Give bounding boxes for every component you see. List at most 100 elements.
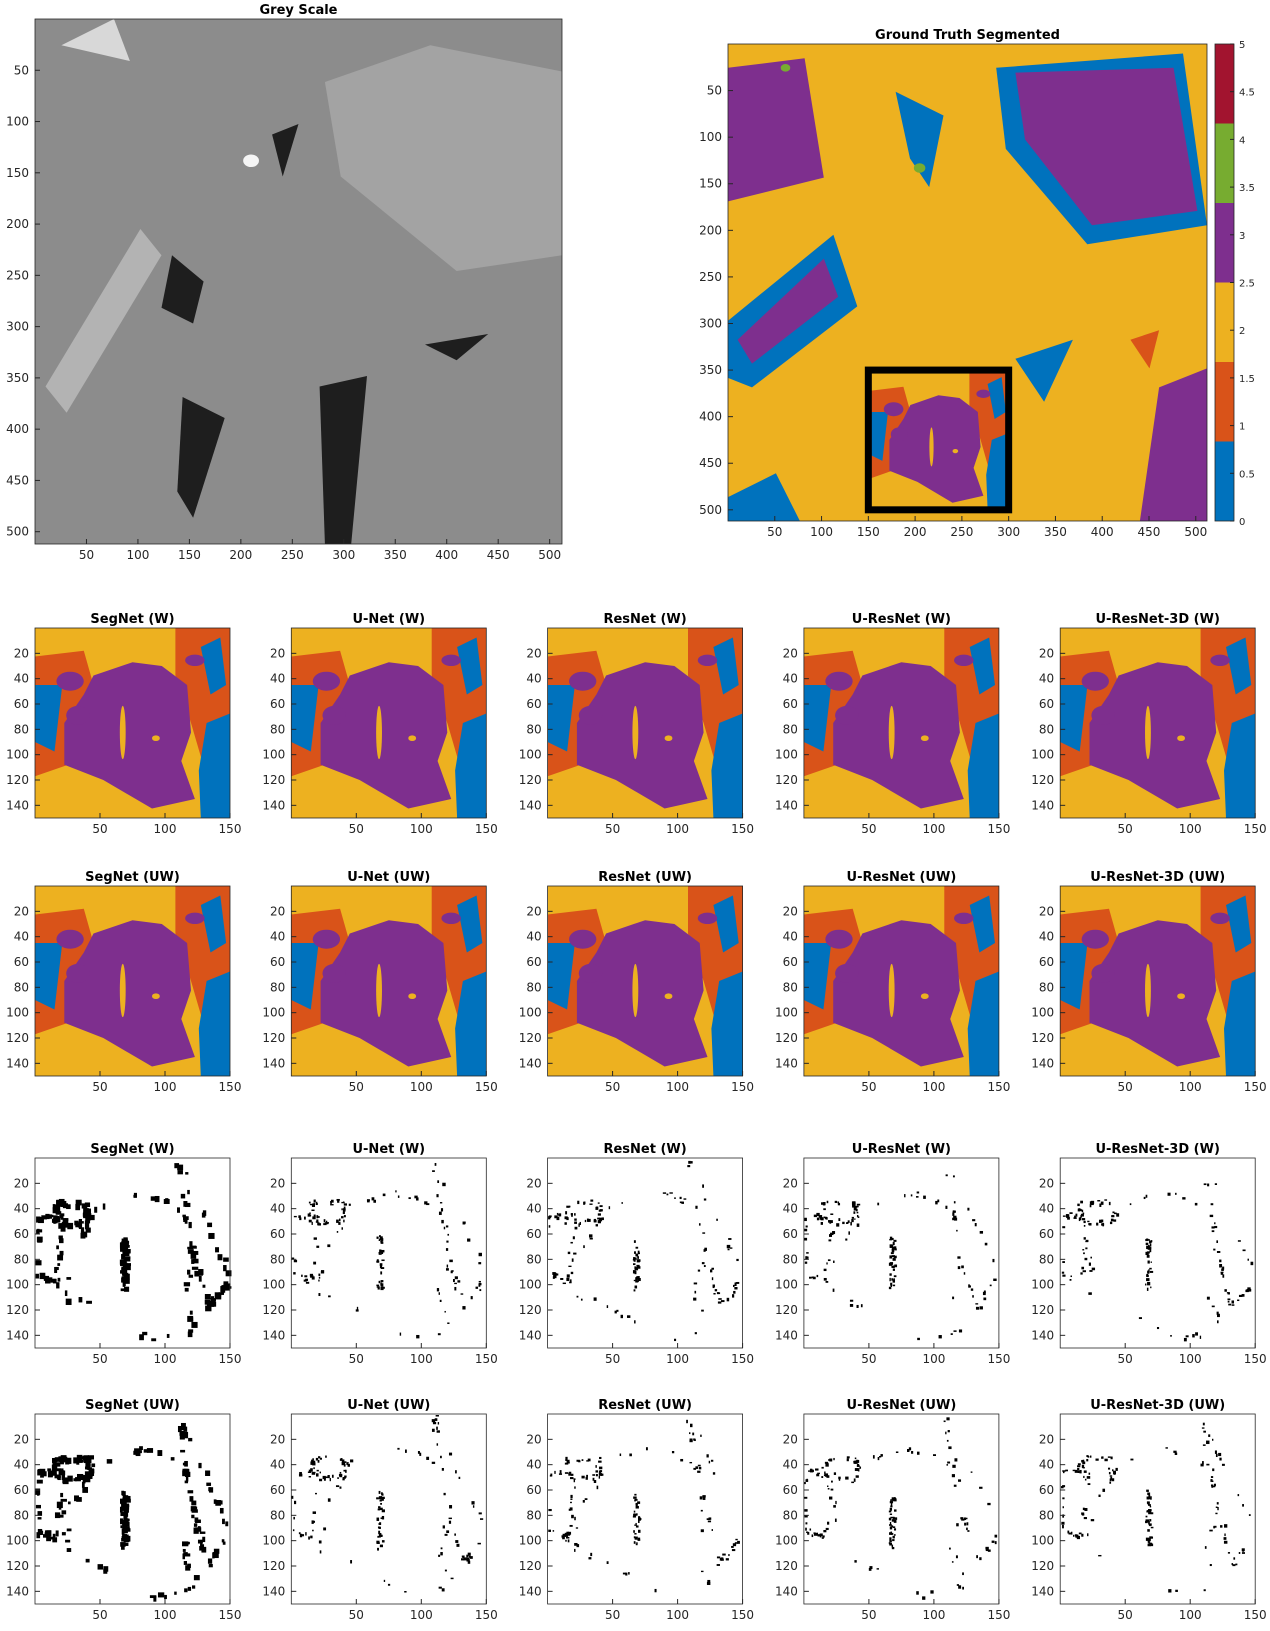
error-pixel <box>857 1212 859 1214</box>
error-pixel <box>1078 1463 1081 1465</box>
error-pixel <box>188 1438 192 1441</box>
error-pixel <box>947 1440 949 1442</box>
error-pixel <box>636 1513 638 1515</box>
x-tick-label: 150 <box>857 525 880 539</box>
error-pixel <box>376 1285 379 1287</box>
error-pixel <box>446 1225 448 1227</box>
error-pixel <box>445 1311 446 1313</box>
error-pixel <box>704 1249 706 1252</box>
x-tick-label: 100 <box>666 822 689 836</box>
error-pixel <box>566 1537 569 1539</box>
error-pixel <box>693 1298 696 1301</box>
error-pixel <box>192 1585 195 1588</box>
error-pixel <box>37 1470 40 1476</box>
error-pixel <box>306 1282 309 1284</box>
error-pixel <box>1149 1524 1150 1526</box>
error-pixel <box>731 1546 734 1548</box>
error-pixel <box>958 1479 961 1481</box>
y-tick-label: 120 <box>519 1559 542 1573</box>
x-tick-label: 250 <box>281 548 304 562</box>
error-pixel <box>1085 1240 1088 1242</box>
region <box>1145 964 1151 1017</box>
error-pixel <box>357 1307 358 1310</box>
region <box>665 735 673 741</box>
error-pixel <box>821 1467 823 1469</box>
error-pixel <box>1110 1477 1112 1480</box>
error-pixel <box>381 1499 383 1501</box>
error-pixel <box>634 1251 636 1254</box>
error-pixel <box>1214 1226 1217 1228</box>
error-pixel <box>151 1338 156 1341</box>
error-pixel <box>953 1216 956 1219</box>
error-pixel <box>958 1266 961 1269</box>
error-pixel <box>806 1226 808 1228</box>
error-pixel <box>1150 1287 1151 1289</box>
error-pixel <box>123 1237 127 1241</box>
error-pixel <box>634 1533 636 1534</box>
error-pixel <box>378 1531 380 1534</box>
error-pixel <box>571 1474 574 1476</box>
error-pixel <box>1228 1292 1230 1294</box>
error-pixel <box>336 1485 339 1487</box>
y-tick-label: 140 <box>1031 1056 1054 1070</box>
error-pixel <box>61 1227 66 1232</box>
title: SegNet (UW) <box>85 870 180 885</box>
error-pixel <box>595 1465 596 1468</box>
error-pixel <box>637 1259 640 1262</box>
error-pixel <box>575 1227 578 1230</box>
error-pixel <box>565 1216 568 1218</box>
error-pixel <box>55 1459 58 1462</box>
error-pixel <box>893 1269 895 1271</box>
error-pixel <box>889 1540 892 1542</box>
error-pixel <box>694 1291 696 1294</box>
error-pixel <box>318 1280 319 1282</box>
x-tick-label: 500 <box>538 548 561 562</box>
error-pixel <box>835 1201 837 1203</box>
error-pixel <box>680 1459 683 1461</box>
error-pixel <box>1145 1252 1148 1255</box>
error-pixel <box>463 1222 466 1225</box>
error-pixel <box>1096 1223 1098 1226</box>
y-tick-label: 140 <box>6 798 29 812</box>
error-pixel <box>54 1216 60 1219</box>
image-bg <box>291 1414 486 1604</box>
error-pixel <box>701 1510 703 1512</box>
error-pixel <box>621 1202 623 1204</box>
error-pixel <box>1087 1221 1089 1222</box>
error-pixel <box>453 1279 455 1282</box>
region <box>120 964 126 1017</box>
error-pixel <box>438 1555 440 1557</box>
error-pixel <box>707 1580 710 1583</box>
error-pixel <box>202 1213 206 1218</box>
error-pixel <box>1149 1519 1151 1521</box>
error-pixel <box>1232 1564 1235 1566</box>
error-pixel <box>381 1280 384 1282</box>
error-pixel <box>1111 1215 1114 1217</box>
error-pixel <box>571 1515 574 1518</box>
error-pixel <box>209 1564 213 1567</box>
error-pixel <box>328 1498 331 1501</box>
error-pixel <box>408 1197 410 1199</box>
error-pixel <box>337 1477 339 1479</box>
y-tick-label: 100 <box>262 1006 285 1020</box>
error-pixel <box>578 1460 580 1462</box>
error-pixel <box>327 1475 329 1478</box>
error-pixel <box>571 1272 573 1274</box>
error-pixel <box>945 1206 947 1209</box>
error-pixel <box>833 1261 835 1263</box>
error-pixel <box>890 1505 892 1507</box>
error-pixel <box>1203 1444 1206 1446</box>
x-tick-label: 150 <box>731 1080 754 1094</box>
y-tick-label: 60 <box>1039 1483 1054 1497</box>
error-pixel <box>809 1277 812 1279</box>
colorbar-tick-label: 2.5 <box>1239 279 1255 290</box>
error-pixel <box>638 1530 641 1533</box>
x-tick-label: 100 <box>154 1352 177 1366</box>
error-pixel <box>599 1218 602 1221</box>
error-pixel <box>318 1274 320 1276</box>
error-pixel <box>342 1227 343 1229</box>
region <box>579 964 602 983</box>
y-tick-label: 80 <box>270 722 285 736</box>
error-pixel <box>320 1458 322 1460</box>
error-pixel <box>829 1234 832 1237</box>
